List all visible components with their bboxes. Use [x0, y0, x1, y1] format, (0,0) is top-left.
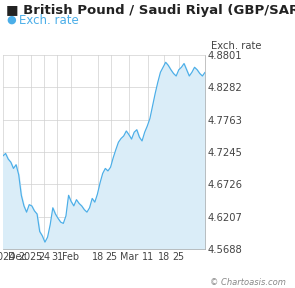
Text: Exch. rate: Exch. rate: [19, 14, 79, 27]
Text: © Chartoasis.com: © Chartoasis.com: [210, 278, 286, 287]
Text: Exch. rate: Exch. rate: [211, 41, 261, 51]
Text: ●: ●: [6, 15, 16, 25]
Text: ■ British Pound / Saudi Riyal (GBP/SAR): ■ British Pound / Saudi Riyal (GBP/SAR): [6, 4, 295, 17]
